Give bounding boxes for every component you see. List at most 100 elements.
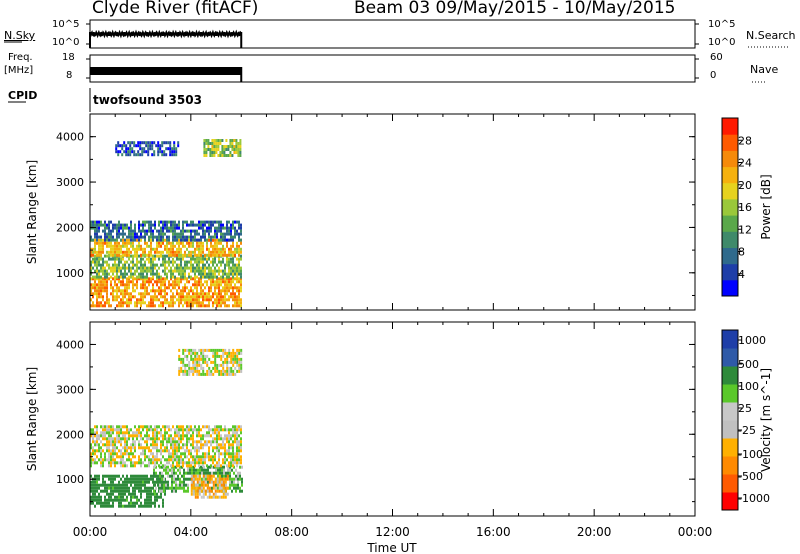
echo-cell [96,226,98,230]
echo-cell [192,486,195,490]
echo-cell [182,360,185,364]
echo-cell [216,449,218,453]
echo-cell [130,495,132,499]
echo-cell [204,235,206,239]
echo-cell [122,295,124,299]
echo-cell [206,257,208,261]
echo-cell [238,366,241,370]
echo-cell [184,301,186,305]
echo-cell [104,277,106,281]
echo-cell [138,443,140,447]
echo-cell [94,443,96,447]
echo-cell [144,250,146,254]
echo-cell [124,266,126,270]
echo-cell [176,266,178,270]
echo-cell [240,440,242,444]
echo-cell [170,266,172,270]
echo-cell [127,153,130,157]
echo-cell [202,455,204,459]
echo-cell [108,449,110,453]
echo-cell [233,471,235,475]
echo-cell [154,480,156,484]
echo-cell [152,238,154,242]
echo-cell [94,232,96,236]
echo-cell [145,141,148,145]
echo-cell [102,458,104,462]
echo-cell [166,437,168,441]
echo-cell [122,480,124,484]
echo-cell [208,223,210,227]
echo-cell [198,266,200,270]
echo-cell [200,443,202,447]
echo-cell [240,247,242,251]
echo-cell [140,425,142,429]
echo-cell [122,275,124,279]
echo-cell [200,486,203,490]
echo-cell [112,486,114,490]
echo-cell [146,257,148,261]
echo-cell [144,483,146,487]
echo-cell [175,483,177,487]
echo-cell [180,446,182,450]
echo-cell [126,226,128,230]
echo-cell [210,295,212,299]
echo-cell [211,151,214,154]
echo-cell [120,226,122,230]
echo-cell [108,461,110,465]
echo-cell [118,220,120,224]
echo-cell [126,474,128,478]
echo-cell [114,226,116,230]
echo-cell [149,141,152,145]
colorbar-cell [722,384,738,403]
echo-cell [173,147,176,151]
echo-cell [216,253,218,257]
echo-cell [145,144,148,148]
echo-cell [166,223,168,227]
echo-cell [220,428,222,432]
echo-cell [221,139,224,142]
echo-cell [170,226,172,230]
echo-cell [202,257,204,261]
echo-cell [124,431,126,435]
echo-cell [146,504,148,508]
echo-cell [96,220,98,224]
echo-cell [141,141,144,145]
echo-cell [194,253,196,257]
echo-cell [202,250,204,254]
echo-cell [232,458,234,462]
echo-cell [214,351,217,355]
echo-cell [199,471,201,475]
echo-cell [224,461,226,465]
echo-cell [164,263,166,267]
echo-cell [192,477,195,481]
echo-cell [217,154,220,157]
echo-cell [212,269,214,273]
echo-cell [198,280,200,284]
echo-cell [208,428,210,432]
echo-cell [208,232,210,236]
echo-cell [202,223,204,227]
echo-cell [226,351,229,355]
echo-cell [126,260,128,264]
y-tick-label: 3000 [56,383,84,396]
echo-cell [133,150,136,154]
echo-cell [100,425,102,429]
echo-cell [172,283,174,287]
echo-cell [202,354,205,358]
echo-cell [192,235,194,239]
echo-cell [182,223,184,227]
echo-cell [216,431,218,435]
echo-cell [210,250,212,254]
echo-cell [118,428,120,432]
echo-cell [191,471,193,475]
echo-cell [110,250,112,254]
echo-cell [230,354,233,358]
echo-cell [172,238,174,242]
echo-cell [102,238,104,242]
echo-cell [226,260,228,264]
echo-cell [131,150,134,154]
echo-cell [140,253,142,257]
echo-cell [154,223,156,227]
echo-cell [234,235,236,239]
echo-cell [190,241,192,245]
